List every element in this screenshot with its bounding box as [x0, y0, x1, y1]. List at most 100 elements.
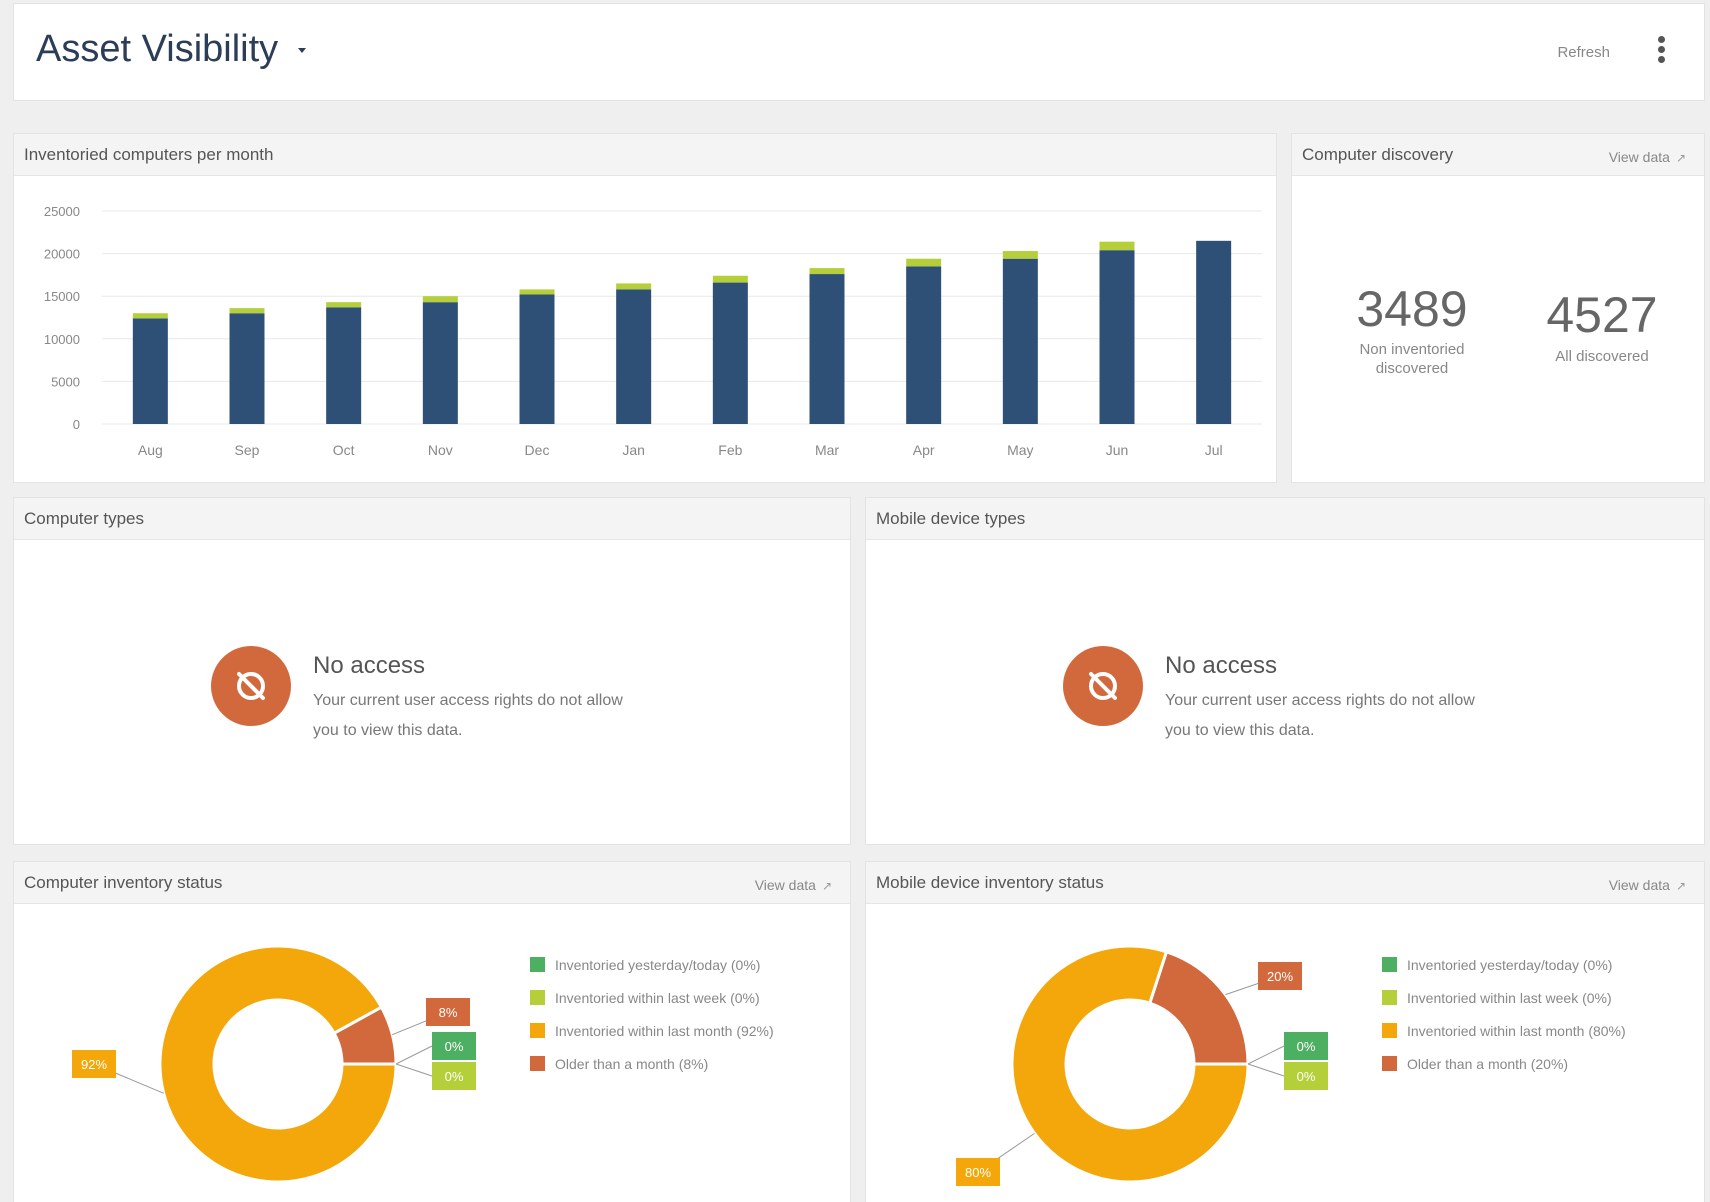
view-data-label: View data [754, 877, 816, 893]
no-access-message: No access Your current user access right… [1063, 646, 1523, 756]
view-data-link[interactable]: View data ↗ [1609, 877, 1686, 893]
bar-added [519, 289, 555, 295]
no-access-message: No access Your current user access right… [211, 646, 671, 756]
bar-added [712, 275, 748, 283]
no-access-text: Your current user access rights do not a… [313, 692, 623, 739]
bar-inventoried [712, 282, 748, 424]
donut-slice [1010, 944, 1250, 1184]
non-inventoried-label: Non inventoried discovered [1359, 341, 1465, 377]
slice-label-box [1284, 1032, 1328, 1060]
callout-line [1247, 1063, 1285, 1077]
bar-inventoried [519, 294, 555, 424]
view-data-link[interactable]: View data ↗ [755, 877, 832, 893]
donut-slice [1147, 949, 1250, 1066]
refresh-button[interactable]: Refresh [1557, 44, 1610, 61]
y-tick-label: 25000 [44, 204, 80, 219]
inventory-bar-chart: 0 5000 10000 15000 20000 25000 Aug Sep Oct Nov Dec… [44, 204, 1262, 458]
x-tick-label: Feb [718, 442, 742, 458]
slice-label-box [1258, 962, 1302, 990]
slice-label: 0% [1297, 1069, 1316, 1084]
bar-inventoried [616, 289, 652, 424]
bar-inventoried [906, 266, 942, 424]
slice-label-box [432, 1032, 476, 1060]
view-data-label: View data [1608, 877, 1670, 893]
bar-added [229, 308, 265, 314]
view-data-link[interactable]: View data ↗ [1609, 149, 1686, 165]
bar-inventoried [132, 318, 168, 424]
all-discovered-label: All discovered [1555, 348, 1649, 365]
panel-title: Mobile device inventory status [876, 873, 1104, 892]
bar-added [1099, 241, 1135, 251]
bar-inventoried [1196, 240, 1232, 424]
mobile-types-panel: Mobile device types No access Your curre… [866, 498, 1704, 844]
y-tick-label: 10000 [44, 332, 80, 347]
slice-label-box [1284, 1062, 1328, 1090]
discovery-panel: Computer discovery View data ↗ 3489 Non i… [1292, 134, 1704, 482]
title-dropdown-caret-icon[interactable] [298, 48, 306, 53]
panel-title: Computer inventory status [24, 873, 223, 892]
x-tick-label: Oct [333, 442, 355, 458]
no-access-title: No access [1165, 652, 1278, 679]
bar-added [326, 302, 362, 308]
bar-added [809, 268, 845, 275]
bar-inventoried [326, 307, 362, 424]
external-link-icon: ↗ [1675, 879, 1686, 893]
panel-title: Inventoried computers per month [24, 145, 274, 164]
bar-inventoried [1002, 258, 1038, 424]
x-tick-label: Dec [525, 442, 550, 458]
mobile-status-donut: 20% 80% 0% 0% [956, 944, 1328, 1186]
slice-label: 0% [445, 1069, 464, 1084]
bar-added [616, 283, 652, 290]
no-access-title: No access [313, 652, 426, 679]
panel-title: Computer types [24, 509, 144, 528]
more-options-icon[interactable] [1656, 36, 1666, 70]
no-access-text: Your current user access rights do not a… [1165, 692, 1475, 739]
y-tick-label: 20000 [44, 247, 80, 262]
external-link-icon: ↗ [1675, 151, 1686, 165]
x-tick-label: Jan [622, 442, 645, 458]
panel-title: Computer discovery [1302, 145, 1454, 164]
inventory-chart-panel: Inventoried computers per month 0 5000 100… [14, 134, 1276, 482]
page-title[interactable]: Asset Visibility [36, 28, 279, 70]
non-inventoried-value: 3489 [1356, 281, 1468, 337]
donut-slice [158, 944, 398, 1184]
callout-line [1247, 1045, 1285, 1065]
computer-status-donut: 8% 92% 0% 0% [72, 944, 476, 1184]
no-access-icon [211, 646, 291, 726]
computer-status-panel: Computer inventory status View data ↗ 8% 9… [14, 862, 850, 1202]
x-tick-label: Sep [235, 442, 260, 458]
bar-inventoried [422, 302, 458, 424]
x-tick-label: May [1007, 442, 1033, 458]
x-tick-label: Aug [138, 442, 163, 458]
bar-added [1002, 251, 1038, 259]
slice-label: 0% [1297, 1039, 1316, 1054]
mobile-status-panel: Mobile device inventory status View data… [866, 862, 1704, 1202]
no-access-icon [1063, 646, 1143, 726]
y-tick-label: 5000 [51, 374, 80, 389]
panel-title: Mobile device types [876, 509, 1026, 528]
slice-label: 80% [965, 1165, 991, 1180]
callout-line [395, 1063, 433, 1077]
x-tick-label: Nov [428, 442, 453, 458]
slice-label-box [72, 1050, 116, 1078]
slice-label: 8% [439, 1005, 458, 1020]
bar-inventoried [809, 274, 845, 424]
slice-label-box [956, 1158, 1000, 1186]
x-tick-label: Mar [815, 442, 839, 458]
view-data-label: View data [1608, 149, 1670, 165]
computer-types-panel: Computer types No access Your current us… [14, 498, 850, 844]
y-tick-label: 0 [73, 417, 80, 432]
slice-label-box [426, 998, 470, 1026]
slice-label-box [432, 1062, 476, 1090]
all-discovered-value: 4527 [1546, 287, 1658, 343]
slice-label: 20% [1267, 969, 1293, 984]
x-tick-label: Jun [1106, 442, 1129, 458]
bar-added [422, 296, 458, 303]
external-link-icon: ↗ [821, 879, 832, 893]
y-tick-label: 15000 [44, 289, 80, 304]
x-tick-label: Jul [1205, 442, 1223, 458]
page-header: Asset Visibility Refresh [14, 4, 1704, 100]
bar-inventoried [1099, 250, 1135, 424]
bar-added [906, 258, 942, 267]
bar-inventoried [229, 313, 265, 424]
